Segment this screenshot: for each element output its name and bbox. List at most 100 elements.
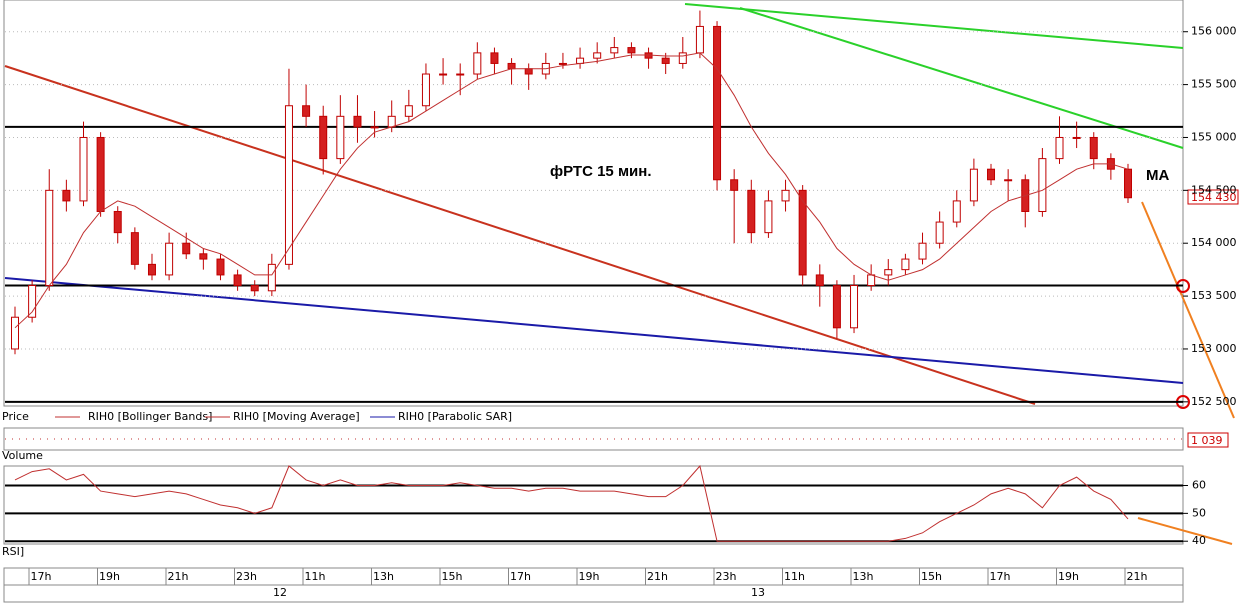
trend-line-blue bbox=[4, 277, 1184, 384]
time-label: 19h bbox=[579, 570, 600, 583]
candle-body bbox=[165, 242, 174, 276]
time-label: 19h bbox=[1058, 570, 1079, 583]
last-price-label: 154 430 bbox=[1191, 191, 1237, 204]
candle-body bbox=[353, 115, 362, 128]
candle-body bbox=[952, 200, 961, 223]
time-label: 21h bbox=[647, 570, 668, 583]
candle-body bbox=[199, 253, 208, 260]
legend-price: Price bbox=[2, 410, 29, 423]
candle-body bbox=[233, 274, 242, 287]
candle-body bbox=[182, 242, 191, 255]
candle-body bbox=[421, 73, 430, 107]
time-label: 17h bbox=[31, 570, 52, 583]
trend-line-red bbox=[4, 65, 1036, 405]
candle-body bbox=[302, 105, 311, 117]
forecast-arrow bbox=[1137, 517, 1233, 545]
date-label: 12 bbox=[273, 586, 287, 599]
candle-body bbox=[918, 242, 927, 260]
price-frame bbox=[3, 0, 1184, 407]
time-label: 15h bbox=[921, 570, 942, 583]
y-tick-label: 60 bbox=[1192, 479, 1206, 492]
candle-body bbox=[267, 263, 276, 292]
candle-body bbox=[216, 258, 225, 276]
rsi-title: RSI] bbox=[2, 545, 24, 558]
annotation: фРТС 15 мин. bbox=[550, 163, 652, 180]
candle-body bbox=[79, 136, 88, 202]
candle-body bbox=[11, 316, 19, 350]
legend-entry: RIH0 [Bollinger Bands] bbox=[88, 410, 212, 423]
candle-body bbox=[935, 221, 944, 244]
candle-body bbox=[1038, 158, 1047, 212]
candle-body bbox=[969, 168, 978, 202]
y-tick-label: 155 500 bbox=[1191, 78, 1237, 91]
time-label: 21h bbox=[168, 570, 189, 583]
candle-body bbox=[558, 62, 567, 65]
candle-body bbox=[507, 62, 516, 70]
candle-body bbox=[456, 73, 465, 76]
y-tick-label: 152 500 bbox=[1191, 395, 1237, 408]
forecast-arrow bbox=[1141, 201, 1235, 419]
y-tick-label: 154 000 bbox=[1191, 236, 1237, 249]
time-label: 11h bbox=[305, 570, 326, 583]
candle-body bbox=[130, 232, 139, 265]
ma-label: MA bbox=[1146, 167, 1169, 184]
y-tick-label: 153 500 bbox=[1191, 289, 1237, 302]
date-label: 13 bbox=[751, 586, 765, 599]
time-label: 21h bbox=[1127, 570, 1148, 583]
candle-body bbox=[1004, 179, 1013, 182]
y-tick-label: 153 000 bbox=[1191, 342, 1237, 355]
volume-title: Volume bbox=[2, 449, 43, 462]
candle-body bbox=[781, 189, 790, 202]
candle-body bbox=[250, 285, 259, 292]
candle-body bbox=[747, 189, 756, 234]
time-label: 17h bbox=[510, 570, 531, 583]
candle-body bbox=[901, 258, 910, 271]
candle-body bbox=[490, 52, 499, 64]
rsi-frame bbox=[3, 465, 1184, 545]
candle-body bbox=[730, 179, 739, 191]
time-label: 13h bbox=[373, 570, 394, 583]
volume-frame bbox=[3, 427, 1184, 451]
candle-body bbox=[764, 200, 773, 234]
legend-entry: RIH0 [Parabolic SAR] bbox=[398, 410, 512, 423]
candle-body bbox=[884, 269, 893, 276]
candle-body bbox=[524, 68, 533, 75]
candle-body bbox=[987, 168, 996, 181]
moving-average bbox=[14, 52, 1129, 329]
candle-body bbox=[1055, 136, 1064, 160]
time-label: 15h bbox=[442, 570, 463, 583]
candle-body bbox=[832, 285, 841, 329]
legend-entry: RIH0 [Moving Average] bbox=[233, 410, 360, 423]
volume-box bbox=[1187, 432, 1229, 448]
candle-body bbox=[1072, 136, 1081, 139]
candle-body bbox=[1124, 168, 1132, 199]
candle-body bbox=[661, 57, 670, 64]
candle-body bbox=[678, 52, 687, 64]
y-tick-label: 155 000 bbox=[1191, 130, 1237, 143]
y-tick-label: 50 bbox=[1192, 506, 1206, 519]
trend-line-green bbox=[684, 3, 1184, 49]
candle-body bbox=[610, 47, 619, 54]
candle-body bbox=[147, 263, 156, 276]
candle-body bbox=[96, 136, 105, 212]
last-price-box bbox=[1187, 189, 1239, 205]
candle-body bbox=[319, 115, 328, 160]
candle-body bbox=[627, 47, 636, 54]
candle-body bbox=[850, 285, 859, 329]
candle-body bbox=[798, 189, 807, 276]
y-tick-label: 156 000 bbox=[1191, 25, 1237, 38]
time-label: 19h bbox=[99, 570, 120, 583]
time-label: 13h bbox=[853, 570, 874, 583]
candle-body bbox=[113, 210, 122, 234]
time-label: 23h bbox=[716, 570, 737, 583]
candle-body bbox=[404, 105, 413, 117]
candle-body bbox=[439, 73, 448, 76]
candle-body bbox=[28, 285, 37, 318]
candle-body bbox=[473, 52, 482, 75]
y-tick-label: 154 500 bbox=[1191, 183, 1237, 196]
candle-body bbox=[695, 25, 704, 54]
candle-body bbox=[45, 189, 54, 287]
candle-body bbox=[387, 115, 396, 128]
